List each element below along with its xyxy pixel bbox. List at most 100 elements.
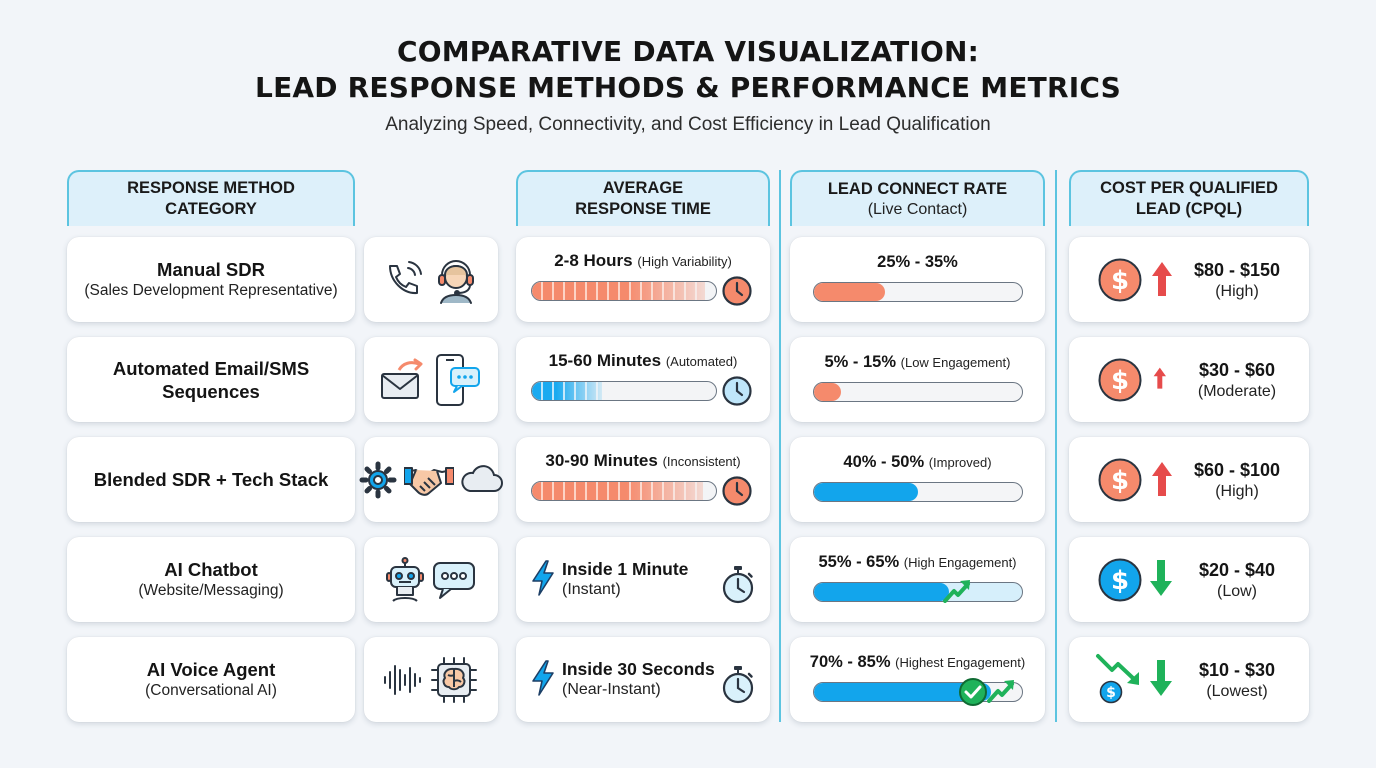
method-name: AI Voice Agent — [146, 659, 276, 680]
svg-text:$: $ — [1106, 685, 1116, 701]
response-time-note: (Inconsistent) — [662, 454, 741, 469]
response-time-card: 30-90 Minutes (Inconsistent) — [516, 437, 770, 522]
header-cost-line-1: COST PER QUALIFIED — [1100, 179, 1278, 197]
connect-rate-card: 55% - 65% (High Engagement) — [790, 537, 1045, 622]
header-method-line-1: RESPONSE METHOD — [127, 179, 295, 197]
dollar-coin-icon: $ — [1097, 257, 1143, 308]
method-name: Automated Email/SMS — [112, 357, 310, 379]
column-divider — [1055, 170, 1057, 722]
chat-bubble-icon — [431, 560, 477, 600]
method-icon-card — [364, 537, 498, 622]
method-icon-card — [364, 237, 498, 322]
connect-rate-label: 40% - 50% (Improved) — [790, 453, 1045, 472]
response-time-bar-track — [531, 481, 717, 501]
cpql-card: $ $80 - $150 (High) — [1069, 237, 1309, 322]
email-send-icon — [379, 358, 427, 402]
response-time-bar-fill — [532, 282, 705, 300]
cpql-text: $60 - $100 (High) — [1177, 459, 1297, 502]
connect-rate-bar-fill — [814, 283, 885, 301]
title-block: COMPARATIVE DATA VISUALIZATION: LEAD RES… — [0, 34, 1376, 136]
cpql-text: $10 - $30 (Lowest) — [1177, 659, 1297, 702]
cpql-card: $ $30 - $60 (Moderate) — [1069, 337, 1309, 422]
response-time-bar-fill — [532, 382, 602, 400]
header-response-time: AVERAGE RESPONSE TIME — [516, 170, 770, 226]
svg-text:$: $ — [1111, 266, 1129, 296]
headset-agent-icon — [431, 255, 481, 305]
cpql-value: $80 - $150 — [1193, 260, 1281, 280]
header-method-line-2: CATEGORY — [165, 200, 257, 218]
response-time-value: 2-8 Hours — [554, 251, 633, 270]
connect-rate-value: 5% - 15% — [824, 353, 897, 371]
cpql-value: $30 - $60 — [1198, 360, 1276, 380]
response-time-bar-fill — [532, 482, 704, 500]
trend-up-icon — [986, 677, 1016, 708]
connect-rate-bar-track — [813, 482, 1023, 502]
header-response-line-2: RESPONSE TIME — [575, 200, 711, 218]
cpql-level: (Lowest) — [1206, 683, 1268, 700]
cpql-value: $10 - $30 — [1198, 660, 1276, 680]
cpql-value: $60 - $100 — [1193, 460, 1281, 480]
clock-icon — [721, 375, 753, 412]
method-detail: (Sales Development Representative) — [84, 282, 338, 299]
method-card: AI Chatbot (Website/Messaging) — [67, 537, 355, 622]
method-card: AI Voice Agent (Conversational AI) — [67, 637, 355, 722]
response-time-fast: Inside 30 Seconds (Near-Instant) — [530, 659, 715, 702]
response-time-label: 15-60 Minutes (Automated) — [516, 351, 770, 371]
cpql-text: $80 - $150 (High) — [1177, 259, 1297, 302]
header-cpql: COST PER QUALIFIED LEAD (CPQL) — [1069, 170, 1309, 226]
cpql-level: (High) — [1215, 483, 1259, 500]
method-detail: (Website/Messaging) — [138, 582, 284, 599]
svg-text:$: $ — [1111, 366, 1129, 396]
response-time-value: Inside 1 Minute — [562, 559, 689, 579]
response-time-card: 2-8 Hours (High Variability) — [516, 237, 770, 322]
connect-rate-bar-fill — [814, 683, 991, 701]
response-time-card: Inside 1 Minute (Instant) — [516, 537, 770, 622]
method-icon-card — [364, 637, 498, 722]
method-card: Automated Email/SMS Sequences — [67, 337, 355, 422]
stopwatch-icon — [721, 565, 755, 610]
cpql-value: $20 - $40 — [1198, 560, 1276, 580]
connect-rate-card: 25% - 35% — [790, 237, 1045, 322]
chart-title-line-1: COMPARATIVE DATA VISUALIZATION: — [396, 35, 980, 68]
connect-rate-bar-fill — [814, 483, 918, 501]
response-time-value: 30-90 Minutes — [545, 451, 658, 470]
method-name: Blended SDR + Tech Stack — [93, 469, 329, 490]
response-time-fast: Inside 1 Minute (Instant) — [530, 559, 688, 602]
header-connect-rate: LEAD CONNECT RATE (Live Contact) — [790, 170, 1045, 226]
connect-rate-value: 55% - 65% — [818, 553, 900, 571]
method-card: Manual SDR (Sales Development Representat… — [67, 237, 355, 322]
connect-rate-note: (Low Engagement) — [900, 355, 1011, 370]
handshake-icon — [404, 462, 454, 498]
svg-text:$: $ — [1111, 466, 1129, 496]
cpql-card: $ $20 - $40 (Low) — [1069, 537, 1309, 622]
response-time-bar-track — [531, 381, 717, 401]
phone-icon — [381, 258, 425, 302]
cpql-text: $20 - $40 (Low) — [1177, 559, 1297, 602]
cpql-card: $ $10 - $30 (Lowest) — [1069, 637, 1309, 722]
connect-rate-bar-fill — [814, 583, 950, 601]
response-time-card: Inside 30 Seconds (Near-Instant) — [516, 637, 770, 722]
connect-rate-value: 70% - 85% — [809, 653, 891, 671]
connect-rate-note: (Highest Engagement) — [895, 655, 1026, 670]
chart-subtitle: Analyzing Speed, Connectivity, and Cost … — [385, 114, 991, 135]
connect-rate-label: 5% - 15% (Low Engagement) — [790, 353, 1045, 372]
connect-rate-bar-track — [813, 582, 1023, 602]
method-detail: (Conversational AI) — [145, 682, 277, 699]
trend-down-icon — [1095, 652, 1145, 691]
connect-rate-value: 40% - 50% — [843, 453, 925, 471]
method-icon-card — [359, 437, 503, 522]
arrow-up-icon — [1151, 261, 1173, 302]
connect-rate-note: (Improved) — [928, 455, 992, 470]
cpql-card: $ $60 - $100 (High) — [1069, 437, 1309, 522]
response-time-value: Inside 30 Seconds — [562, 659, 715, 679]
response-time-text: Inside 1 Minute (Instant) — [562, 559, 688, 600]
header-response-line-1: AVERAGE — [602, 179, 684, 197]
method-card: Blended SDR + Tech Stack — [67, 437, 355, 522]
response-time-bar-track — [531, 281, 717, 301]
response-time-label: 30-90 Minutes (Inconsistent) — [516, 451, 770, 471]
checkmark-icon — [958, 677, 988, 712]
gear-icon — [358, 460, 398, 500]
connect-rate-bar-fill — [814, 383, 842, 401]
connect-rate-label: 25% - 35% — [790, 253, 1045, 272]
clock-icon — [721, 475, 753, 512]
